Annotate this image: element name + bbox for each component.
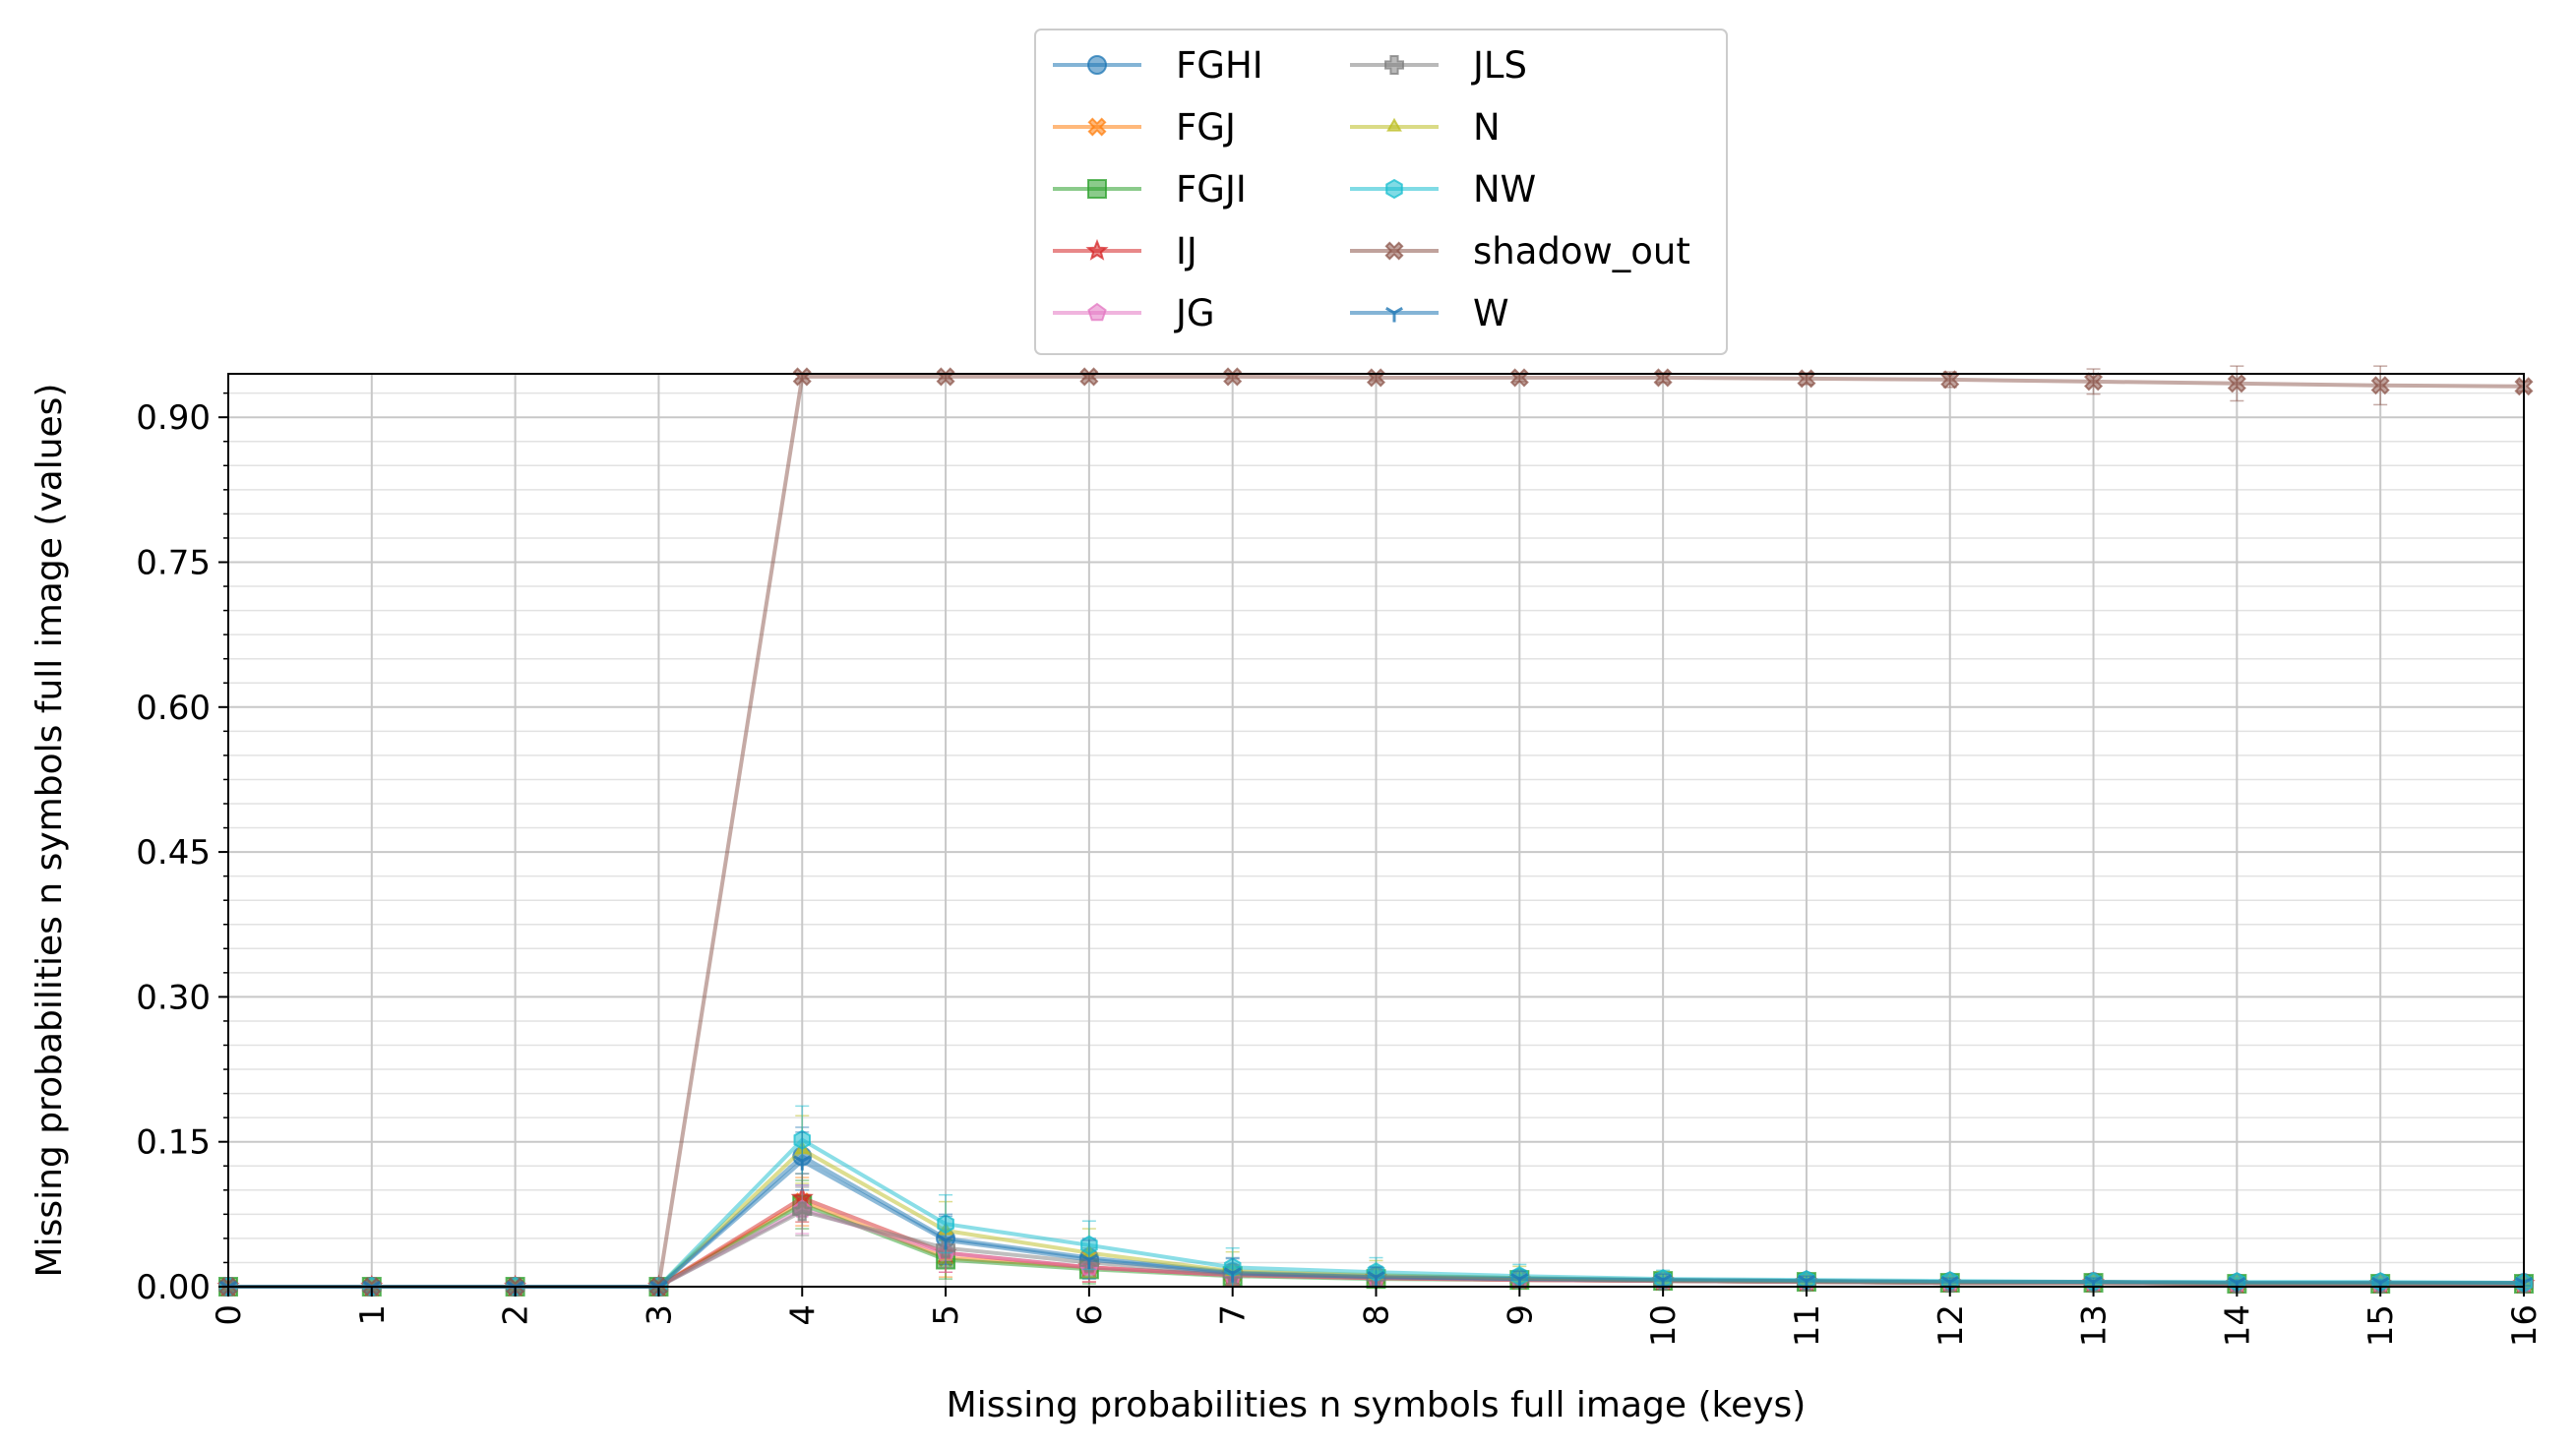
data-point [1223,1267,1242,1283]
y-tick-label: 0.90 [136,398,211,438]
y-tick-label: 0.60 [136,689,211,728]
legend-label: FGHI [1176,44,1263,87]
legend-box [1034,29,1728,355]
legend-label: JG [1174,292,1215,334]
y-tick-label: 0.15 [136,1123,211,1163]
legend-label: N [1473,106,1501,149]
legend-marker [1385,306,1403,323]
legend-marker [1087,117,1107,137]
x-tick-label: 1 [353,1304,393,1326]
data-point [1367,1271,1385,1287]
data-point [792,1201,813,1222]
data-point [1940,370,1960,390]
axes: 0.000.150.300.450.600.750.900 1 2 3 4 5 6 7 8 9 10… [136,392,2545,1347]
x-tick-label: 7 [1214,1304,1254,1326]
x-tick-label: 8 [1358,1304,1397,1326]
x-tick-label: 15 [2361,1304,2401,1347]
legend-marker [1087,179,1107,199]
legend-marker [1087,302,1107,322]
y-tick-label: 0.30 [136,978,211,1017]
data-point [2227,374,2246,393]
legend-label: FGJI [1176,168,1247,211]
legend-label: shadow_out [1473,230,1690,272]
y-tick-label: 0.00 [136,1268,211,1307]
legend-label: JLS [1471,44,1527,87]
legend-label: FGJ [1176,106,1236,149]
legend-marker [1085,238,1109,261]
legend-label: IJ [1176,230,1197,272]
x-axis-label: Missing probabilities n symbols full ima… [947,1385,1807,1425]
x-tick-label: 10 [1644,1304,1684,1347]
grid [227,374,2525,1288]
data-point [937,1234,955,1250]
legend-marker [1386,117,1402,132]
legend-marker [1384,241,1404,261]
legend-marker [1087,55,1107,75]
x-tick-label: 3 [640,1304,679,1326]
legend: FGHI FGJ FGJI IJ JG JLS N NW shadow_out W [1034,29,1728,355]
data-point [2084,372,2104,392]
legend-marker [1384,55,1404,75]
data-point [1079,1253,1098,1269]
x-tick-label: 0 [210,1304,249,1326]
legend-label: NW [1473,168,1536,211]
x-tick-label: 11 [1788,1304,1827,1347]
x-tick-label: 4 [783,1304,823,1326]
legend-label: W [1473,292,1509,334]
data-point [2370,376,2390,395]
x-tick-label: 2 [497,1304,536,1326]
y-axis-label: Missing probabilities n symbols full ima… [30,384,70,1278]
x-tick-label: 14 [2218,1304,2257,1347]
legend-marker [1385,178,1403,200]
x-tick-label: 5 [927,1304,966,1326]
y-tick-label: 0.75 [136,543,211,582]
x-tick-label: 13 [2075,1304,2115,1347]
x-tick-label: 12 [1932,1304,1971,1347]
data-point [793,1155,812,1171]
y-tick-label: 0.45 [136,833,211,873]
x-tick-label: 6 [1071,1304,1110,1326]
x-tick-label: 16 [2505,1304,2545,1347]
x-tick-label: 9 [1501,1304,1540,1326]
